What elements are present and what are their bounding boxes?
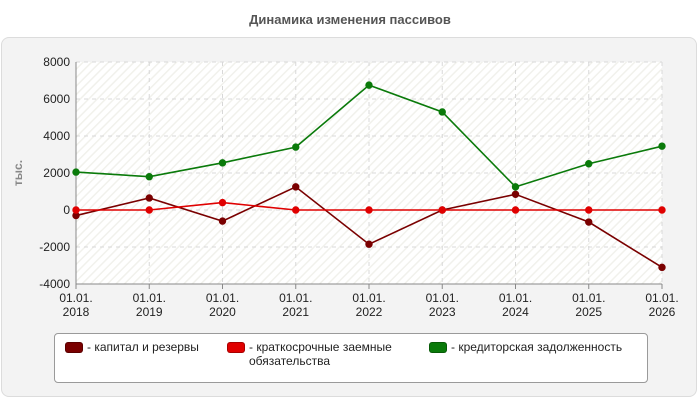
- data-point: [511, 190, 520, 198]
- data-point: [292, 206, 300, 214]
- tick-label-layer: -4000 -2000 0 2000 4000 6000 8000 01.01. 2018 01.…: [39, 55, 678, 319]
- legend-item-payables: - кредиторская задолженность: [429, 340, 622, 354]
- legend-item-short-term-loans: - краткосрочные заемные обязательства: [227, 340, 414, 368]
- x-tick-label: 01.01. 2026: [645, 291, 678, 319]
- legend-swatch: [429, 342, 447, 353]
- data-point: [365, 81, 373, 89]
- data-point: [585, 206, 593, 214]
- x-tick-label: 01.01. 2023: [426, 291, 459, 319]
- chart-title: Динамика изменения пассивов: [249, 12, 451, 27]
- data-point: [658, 142, 666, 150]
- y-tick-label: 2000: [43, 166, 70, 180]
- data-point: [585, 218, 593, 226]
- data-point: [292, 183, 300, 191]
- data-point: [292, 143, 300, 151]
- data-point: [585, 160, 593, 168]
- data-point: [145, 206, 153, 214]
- y-tick-label: -2000: [39, 240, 70, 254]
- data-point: [438, 108, 446, 116]
- y-tick-label: 6000: [43, 92, 70, 106]
- x-tick-label: 01.01. 2025: [572, 291, 605, 319]
- data-point: [72, 168, 80, 176]
- data-point: [511, 206, 520, 214]
- legend-swatch: [65, 342, 83, 353]
- legend-label: - кредиторская задолженность: [451, 340, 623, 354]
- y-axis-label: тыс.: [11, 160, 25, 186]
- legend-swatch: [227, 342, 245, 353]
- x-tick-label: 01.01. 2024: [499, 291, 532, 319]
- data-point: [511, 183, 520, 191]
- x-tick-label: 01.01. 2022: [352, 291, 385, 319]
- data-point: [72, 206, 80, 214]
- legend-item-capital: - капитал и резервы: [65, 340, 199, 354]
- data-point: [145, 194, 153, 202]
- x-tick-label: 01.01. 2021: [279, 291, 312, 319]
- data-point: [658, 263, 666, 272]
- y-tick-label: -4000: [39, 277, 70, 291]
- data-point: [145, 173, 153, 181]
- x-tick-label: 01.01. 2020: [206, 291, 239, 319]
- data-point: [365, 206, 373, 214]
- data-point: [365, 240, 373, 248]
- legend-label: - капитал и резервы: [87, 340, 199, 354]
- legend-label: - краткосрочные заемные обязательства: [249, 340, 392, 368]
- x-tick-label: 01.01. 2019: [133, 291, 166, 319]
- series-layer: [72, 81, 666, 272]
- y-tick-label: 0: [63, 203, 70, 217]
- y-tick-label: 4000: [43, 129, 70, 143]
- x-tick-label: 01.01. 2018: [59, 291, 92, 319]
- legend: - капитал и резервы - краткосрочные заем…: [54, 333, 648, 383]
- data-point: [218, 217, 227, 225]
- data-point: [438, 206, 446, 214]
- data-point: [218, 198, 227, 207]
- y-tick-label: 8000: [43, 55, 70, 69]
- data-point: [218, 159, 227, 167]
- data-point: [658, 206, 666, 214]
